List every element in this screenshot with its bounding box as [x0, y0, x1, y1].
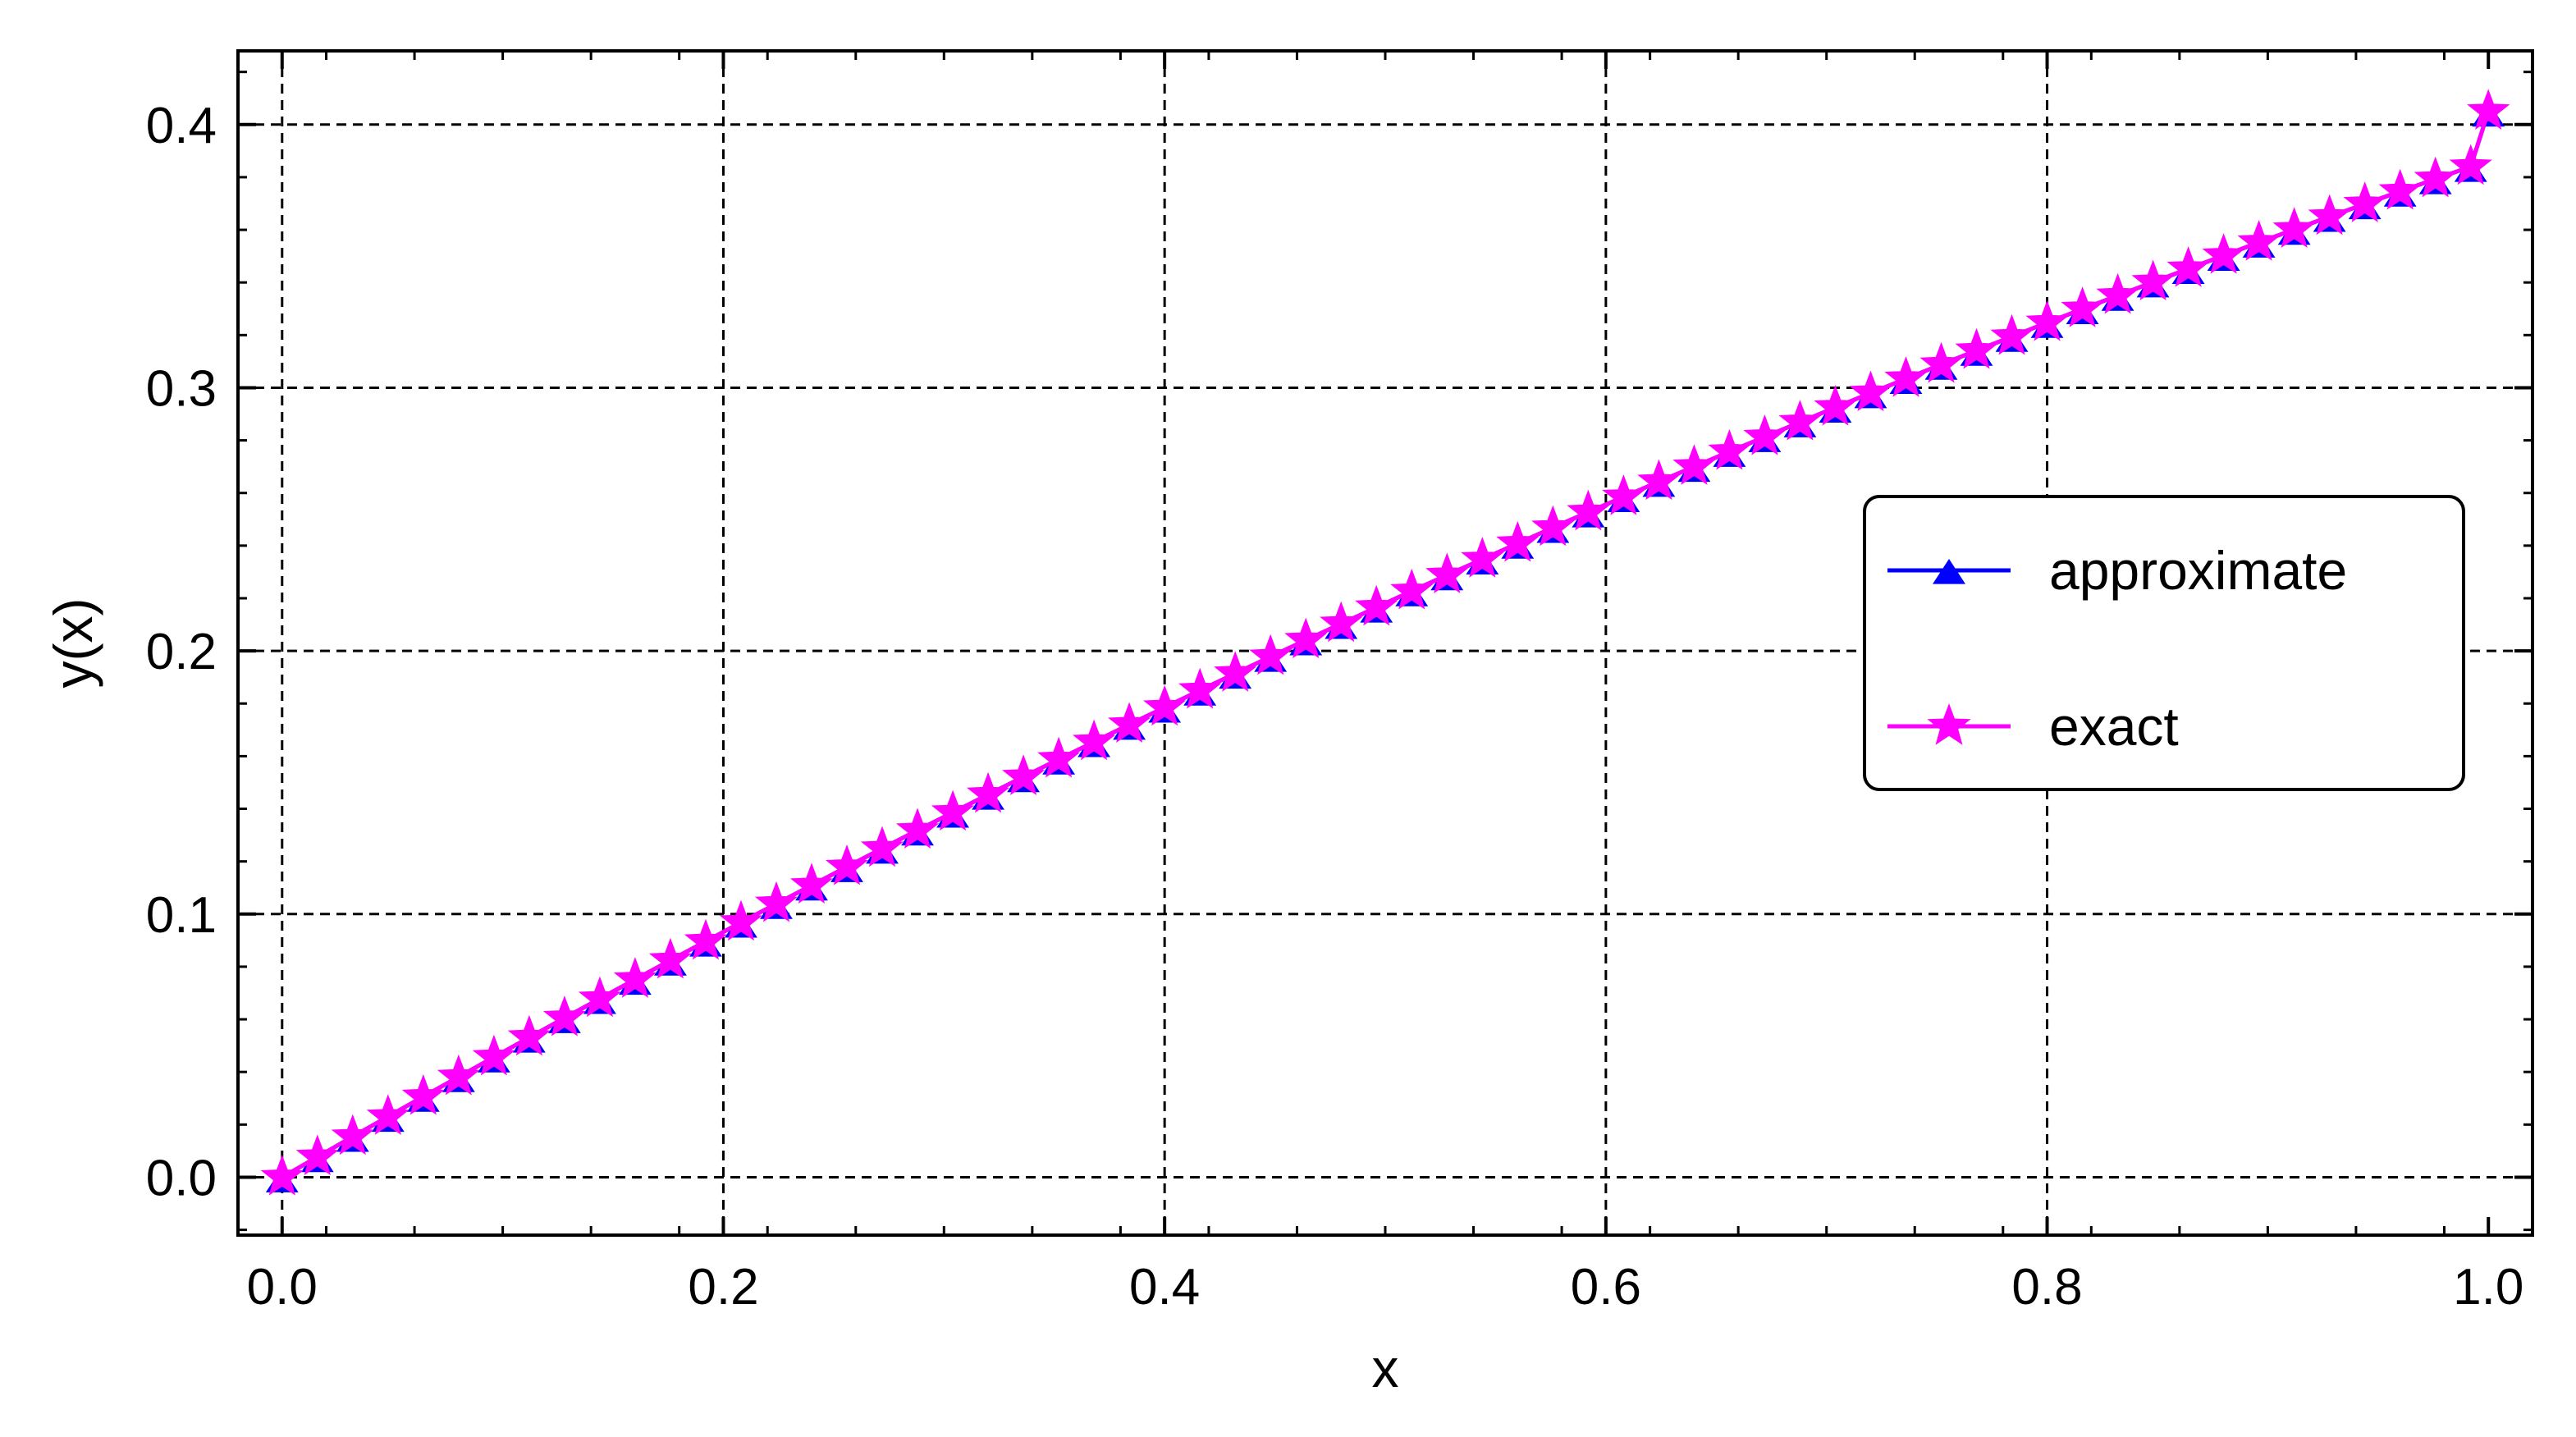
- data-point-exact: [260, 1155, 304, 1196]
- series-exact: [260, 89, 2510, 1196]
- data-point-exact: [1672, 444, 1716, 485]
- data-point-exact: [1955, 327, 1998, 369]
- data-point-exact: [2166, 246, 2210, 287]
- data-point-exact: [1743, 414, 1787, 455]
- data-point-exact: [2096, 272, 2139, 314]
- data-point-exact: [684, 918, 728, 960]
- legend-box: [1863, 495, 2465, 791]
- major-ticks: [238, 51, 2533, 1235]
- data-point-exact: [1178, 667, 1222, 709]
- data-point-exact: [2131, 259, 2175, 301]
- y-tick-label: 0.2: [146, 624, 217, 680]
- legend-label-exact: exact: [2049, 696, 2179, 757]
- data-point-exact: [1425, 552, 1469, 593]
- data-point-exact: [1778, 400, 1822, 441]
- data-point-exact: [1143, 684, 1187, 726]
- data-point-exact: [613, 957, 657, 998]
- data-point-exact: [1602, 474, 1645, 515]
- x-tick-label: 0.4: [1129, 1259, 1200, 1316]
- data-point-exact: [1884, 356, 1928, 397]
- data-point-exact: [1284, 617, 1328, 659]
- x-tick-label: 0.2: [688, 1259, 758, 1316]
- y-tick-label: 0.4: [146, 98, 217, 154]
- data-point-exact: [366, 1094, 410, 1135]
- series-group: [260, 89, 2510, 1196]
- data-point-exact: [1496, 520, 1540, 562]
- data-point-exact: [1637, 459, 1681, 501]
- data-point-exact: [295, 1134, 339, 1175]
- y-axis-label: y(x): [43, 598, 103, 689]
- y-tick-label: 0.1: [146, 887, 217, 944]
- data-point-exact: [1214, 651, 1257, 692]
- data-point-exact: [507, 1014, 551, 1056]
- data-point-exact: [542, 995, 586, 1037]
- data-point-exact: [1249, 634, 1293, 675]
- data-point-exact: [1919, 341, 1963, 383]
- data-point-exact: [2202, 233, 2245, 274]
- data-point-exact: [1320, 601, 1363, 643]
- data-point-exact: [2449, 144, 2492, 185]
- data-point-exact: [437, 1054, 480, 1096]
- data-point-exact: [1002, 754, 1045, 795]
- data-point-exact: [1814, 385, 1857, 426]
- legend-label-approximate: approximate: [2049, 540, 2347, 601]
- y-tick-label: 0.0: [146, 1150, 217, 1206]
- x-tick-label: 1.0: [2453, 1259, 2523, 1316]
- data-point-exact: [931, 789, 975, 831]
- x-tick-labels: 0.0 0.2 0.4 0.6 0.8 1.0: [247, 1259, 2524, 1316]
- data-point-exact: [895, 808, 940, 849]
- data-point-exact: [860, 826, 904, 867]
- legend: approximate exact: [1863, 495, 2465, 791]
- data-point-exact: [789, 863, 834, 904]
- y-tick-labels: 0.0 0.1 0.2 0.3 0.4: [146, 98, 217, 1207]
- data-point-exact: [1037, 736, 1081, 778]
- legend-marker-triangle-icon: [1933, 559, 1965, 584]
- data-point-exact: [2061, 286, 2104, 327]
- x-axis-label: x: [1372, 1338, 1399, 1398]
- data-point-exact: [1355, 584, 1398, 626]
- data-point-exact: [825, 844, 869, 886]
- data-point-exact: [2467, 89, 2510, 130]
- data-point-exact: [578, 976, 621, 1018]
- data-point-exact: [1531, 505, 1575, 547]
- data-point-exact: [1567, 489, 1610, 531]
- y-tick-label: 0.3: [146, 360, 217, 417]
- data-point-exact: [719, 899, 763, 941]
- data-point-exact: [2237, 219, 2281, 261]
- data-point-exact: [2272, 207, 2316, 248]
- legend-marker-star-icon: [1927, 703, 1971, 745]
- data-point-exact: [401, 1073, 445, 1115]
- data-point-exact: [2378, 168, 2422, 210]
- data-point-exact: [966, 771, 1010, 813]
- data-point-exact: [1990, 313, 2034, 355]
- data-point-exact: [331, 1114, 374, 1156]
- x-tick-label: 0.0: [247, 1259, 318, 1316]
- data-point-exact: [472, 1034, 515, 1076]
- data-point-exact: [1390, 568, 1434, 610]
- data-point-exact: [1108, 702, 1151, 744]
- data-point-exact: [754, 881, 798, 922]
- x-tick-label: 0.8: [2011, 1259, 2082, 1316]
- data-point-exact: [1708, 428, 1751, 470]
- data-point-exact: [2025, 300, 2069, 341]
- data-point-exact: [2343, 181, 2386, 222]
- data-point-exact: [2308, 194, 2351, 236]
- data-point-exact: [1849, 370, 1892, 412]
- x-tick-label: 0.6: [1571, 1259, 1641, 1316]
- plot-frame: [236, 49, 2534, 1237]
- data-point-exact: [1461, 537, 1504, 578]
- data-point-exact: [648, 937, 693, 979]
- data-point-exact: [2414, 156, 2457, 198]
- data-point-exact: [1073, 719, 1116, 761]
